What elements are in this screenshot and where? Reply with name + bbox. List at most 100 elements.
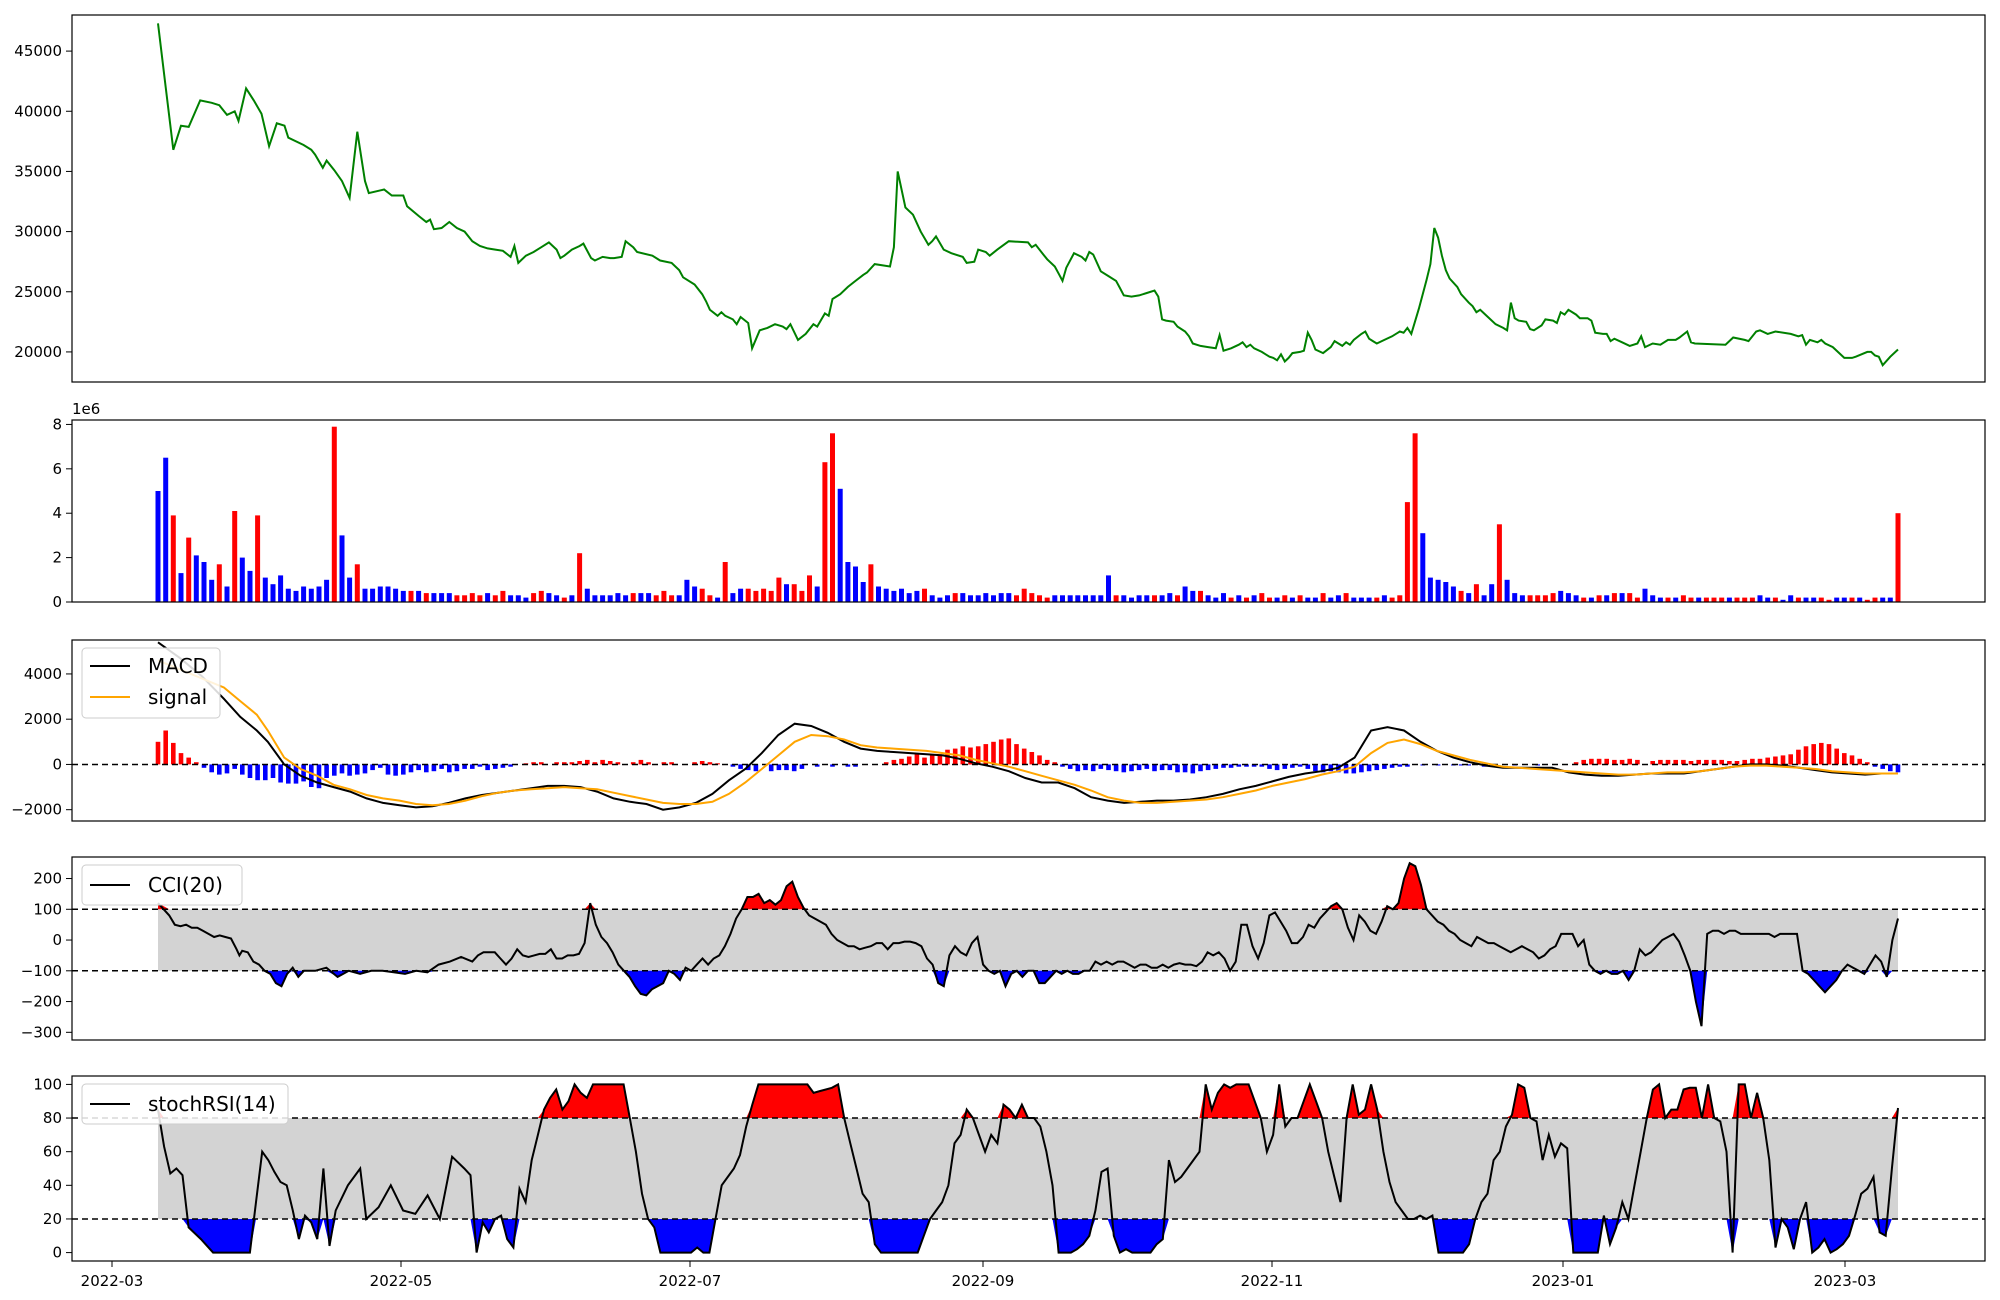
x-tick-label: 2023-01 bbox=[1532, 1272, 1595, 1290]
volume-bar bbox=[454, 595, 460, 602]
macd-hist-bar bbox=[240, 764, 245, 775]
y-tick-label: 40000 bbox=[14, 102, 62, 120]
axes-frame bbox=[71, 1075, 1986, 1262]
macd-hist-bar bbox=[347, 764, 352, 776]
volume-bar bbox=[1765, 597, 1771, 602]
volume-bar bbox=[1366, 597, 1372, 602]
volume-bar bbox=[1182, 586, 1188, 602]
volume-bar bbox=[508, 595, 514, 602]
band-fill bbox=[158, 909, 1898, 971]
volume-bar bbox=[1144, 595, 1150, 602]
y-tick-label: 200 bbox=[33, 870, 62, 888]
macd-hist-bar bbox=[186, 757, 191, 765]
volume-bar bbox=[354, 564, 360, 602]
macd-hist-bar bbox=[355, 764, 360, 775]
macd-hist-bar bbox=[1727, 761, 1732, 765]
volume-bar bbox=[554, 595, 560, 602]
volume-bar bbox=[1673, 597, 1679, 602]
volume-bar bbox=[155, 491, 161, 602]
macd-hist-bar bbox=[508, 764, 513, 767]
volume-bar bbox=[799, 590, 805, 602]
macd-hist-bar bbox=[562, 762, 567, 765]
macd-hist-bar bbox=[1159, 764, 1165, 771]
volume-bar bbox=[1021, 588, 1027, 602]
volume-bar bbox=[1404, 502, 1410, 602]
macd-hist-bar bbox=[1826, 744, 1832, 765]
macd-hist-bar bbox=[937, 754, 943, 765]
legend-box bbox=[81, 1083, 289, 1125]
macd-hist-bar bbox=[1021, 748, 1027, 765]
volume-bar bbox=[201, 562, 207, 602]
volume-bar bbox=[1857, 597, 1863, 602]
volume-bar bbox=[1175, 595, 1180, 602]
legend-label: stochRSI(14) bbox=[148, 1092, 276, 1116]
macd-hist-bar bbox=[1596, 758, 1602, 765]
volume-bar bbox=[1282, 595, 1288, 602]
volume-bar bbox=[523, 597, 529, 602]
volume-bar bbox=[224, 586, 230, 602]
macd-hist-bar bbox=[1121, 764, 1127, 773]
volume-bar bbox=[692, 586, 698, 602]
volume-bar bbox=[1190, 590, 1196, 602]
volume-bar bbox=[1772, 597, 1778, 602]
volume-bar bbox=[285, 588, 291, 602]
volume-bar bbox=[1305, 597, 1311, 602]
volume-bar bbox=[270, 584, 276, 602]
macd-hist-bar bbox=[1167, 764, 1173, 771]
volume-bar bbox=[1872, 597, 1878, 602]
macd-hist-bar bbox=[707, 762, 713, 765]
macd-hist-bar bbox=[1006, 738, 1012, 765]
x-tick-label: 2022-05 bbox=[370, 1272, 433, 1290]
volume-bar bbox=[968, 595, 973, 602]
x-tick-label: 2022-09 bbox=[952, 1272, 1015, 1290]
macd-hist-bar bbox=[1788, 754, 1793, 765]
macd-hist-bar bbox=[569, 762, 575, 765]
volume-bar bbox=[1083, 595, 1088, 602]
volume-bar bbox=[1159, 595, 1165, 602]
y-tick-label: 100 bbox=[33, 1075, 62, 1093]
macd-hist-bar bbox=[1780, 755, 1786, 765]
macd-hist-bar bbox=[753, 764, 759, 772]
macd-hist-bar bbox=[1688, 761, 1694, 765]
volume-bar bbox=[1665, 597, 1671, 602]
volume-bar bbox=[170, 515, 176, 602]
macd-hist-bar bbox=[431, 764, 437, 772]
volume-bar bbox=[1044, 597, 1050, 602]
x-tick-label: 2022-07 bbox=[659, 1272, 722, 1290]
macd-hist-bar bbox=[1067, 764, 1073, 769]
macd-hist-bar bbox=[1282, 764, 1288, 769]
macd-hist-bar bbox=[278, 764, 283, 783]
volume-bar bbox=[1558, 590, 1564, 602]
volume-bar bbox=[370, 588, 376, 602]
macd-hist-bar bbox=[194, 762, 199, 765]
indicator-line bbox=[157, 1081, 1899, 1255]
macd-hist-bar bbox=[447, 764, 452, 773]
macd-hist-bar bbox=[1619, 759, 1625, 765]
volume-bar bbox=[308, 588, 314, 602]
volume-bar bbox=[209, 579, 215, 602]
volume-bar bbox=[423, 593, 429, 602]
volume-bar bbox=[630, 593, 636, 602]
macd-hist-bar bbox=[1014, 744, 1019, 765]
volume-bar bbox=[1757, 595, 1763, 602]
volume-bar bbox=[753, 590, 759, 602]
volume-bar bbox=[615, 593, 621, 602]
y-tick-label: 0 bbox=[52, 931, 62, 949]
volume-bar bbox=[1489, 584, 1495, 602]
axes-frame bbox=[71, 419, 1986, 603]
macd-hist-bar bbox=[1205, 764, 1211, 771]
volume-bar bbox=[1343, 593, 1349, 602]
axes-frame bbox=[71, 856, 1986, 1041]
volume-bar bbox=[193, 555, 199, 602]
macd-hist-bar bbox=[983, 744, 989, 765]
y-tick-label: 6 bbox=[52, 460, 62, 478]
macd-hist-bar bbox=[615, 762, 621, 765]
volume-bar bbox=[1788, 595, 1794, 602]
volume-bar bbox=[515, 595, 521, 602]
volume-bar bbox=[1152, 595, 1157, 602]
y-tick-label: 25000 bbox=[14, 283, 62, 301]
macd-hist-bar bbox=[991, 741, 996, 765]
volume-bar bbox=[715, 597, 721, 602]
macd-hist-bar bbox=[1052, 762, 1058, 765]
volume-bar bbox=[822, 462, 828, 602]
